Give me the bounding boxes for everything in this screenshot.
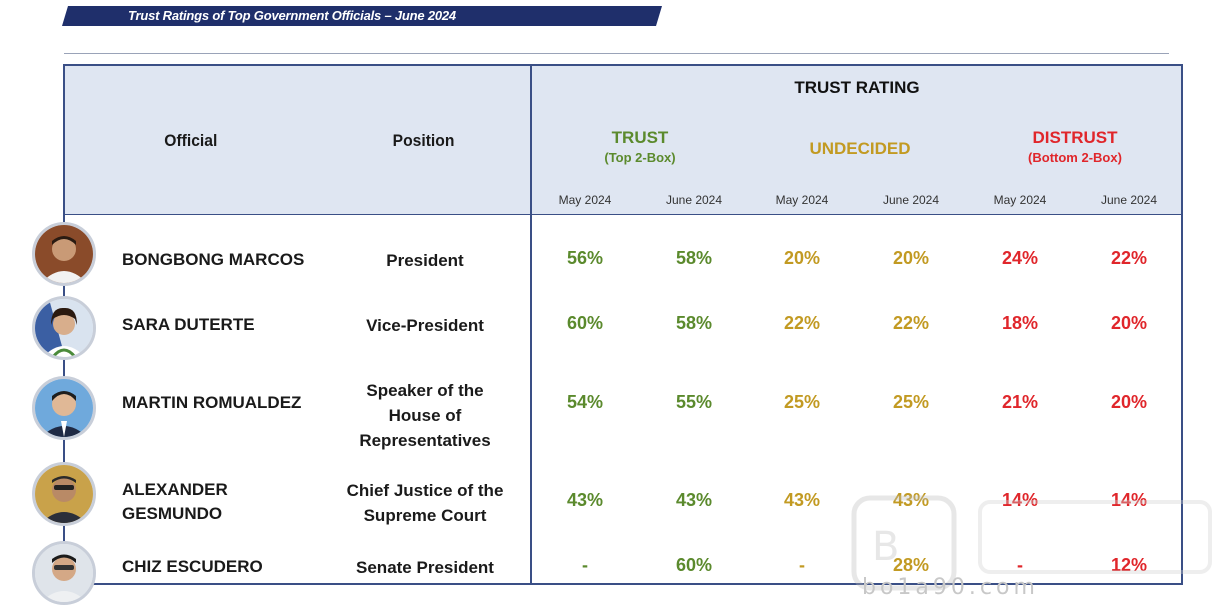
position-line: Representatives xyxy=(359,431,491,450)
distrust-may-value: - xyxy=(1017,555,1023,575)
undecided-june-value: 28% xyxy=(892,555,930,575)
position-line: House of xyxy=(388,406,462,425)
trust-june-value: 58% xyxy=(675,248,713,268)
month-header: May 2024 xyxy=(775,193,829,207)
month-header: May 2024 xyxy=(993,193,1047,207)
undecided-may-value: 43% xyxy=(783,490,821,510)
distrust-may-value: 21% xyxy=(1001,392,1039,412)
official-name: SARA DUTERTE xyxy=(122,315,255,334)
official-position: Vice-President xyxy=(366,316,484,335)
undecided-june-value: 20% xyxy=(892,248,930,268)
trust-group-header: TRUST (Top 2-Box) xyxy=(580,128,700,165)
trust-may-value: 60% xyxy=(566,313,604,333)
position-line: Supreme Court xyxy=(363,506,487,525)
undecided-may-value: 20% xyxy=(783,248,821,268)
header-right-bg xyxy=(532,66,1182,214)
avatar-gesmundo xyxy=(32,462,96,526)
avatar-escudero xyxy=(32,541,96,605)
column-divider xyxy=(530,64,532,585)
official-position: Speaker of the House of Representatives xyxy=(330,378,520,453)
undecided-label: UNDECIDED xyxy=(809,139,911,158)
distrust-sub-label: (Bottom 2-Box) xyxy=(1028,150,1122,165)
month-header: June 2024 xyxy=(882,193,940,207)
trust-rating-header: TRUST RATING xyxy=(794,78,920,97)
distrust-group-header: DISTRUST (Bottom 2-Box) xyxy=(1005,128,1145,165)
header-left-bg xyxy=(65,66,530,214)
avatar-marcos xyxy=(32,222,96,286)
name-line: ALEXANDER xyxy=(122,480,228,499)
trust-may-value: 56% xyxy=(566,248,604,268)
official-name: BONGBONG MARCOS xyxy=(122,250,305,269)
month-header: June 2024 xyxy=(1100,193,1158,207)
trust-may-value: 43% xyxy=(566,490,604,510)
month-header: May 2024 xyxy=(558,193,612,207)
trust-june-value: 43% xyxy=(675,490,713,510)
distrust-june-value: 14% xyxy=(1110,490,1148,510)
name-line: GESMUNDO xyxy=(122,504,223,523)
distrust-june-value: 20% xyxy=(1110,313,1148,333)
distrust-may-value: 24% xyxy=(1001,248,1039,268)
undecided-may-value: 25% xyxy=(783,392,821,412)
undecided-june-value: 22% xyxy=(892,313,930,333)
trust-june-value: 60% xyxy=(675,555,713,575)
avatar-duterte xyxy=(32,296,96,360)
trust-sub-label: (Top 2-Box) xyxy=(604,150,676,165)
avatar-romualdez xyxy=(32,376,96,440)
divider-rule xyxy=(64,53,1169,54)
official-name: CHIZ ESCUDERO xyxy=(122,557,263,576)
position-line: Speaker of the xyxy=(366,381,484,400)
watermark-text: bo1a90.com xyxy=(862,575,1039,600)
position-line: Chief Justice of the xyxy=(346,481,504,500)
official-name: MARTIN ROMUALDEZ xyxy=(122,393,302,412)
undecided-june-value: 25% xyxy=(892,392,930,412)
distrust-june-value: 12% xyxy=(1110,555,1148,575)
title-banner: Trust Ratings of Top Government Official… xyxy=(62,6,662,26)
distrust-june-value: 22% xyxy=(1110,248,1148,268)
official-header: Official xyxy=(164,131,218,150)
trust-june-value: 58% xyxy=(675,313,713,333)
undecided-group-header: UNDECIDED xyxy=(790,139,930,159)
official-position: President xyxy=(386,251,464,270)
distrust-label: DISTRUST xyxy=(1032,128,1118,147)
undecided-may-value: 22% xyxy=(783,313,821,333)
undecided-may-value: - xyxy=(799,555,805,575)
distrust-may-value: 18% xyxy=(1001,313,1039,333)
trust-label: TRUST xyxy=(611,128,669,147)
trust-june-value: 55% xyxy=(675,392,713,412)
undecided-june-value: 43% xyxy=(892,490,930,510)
distrust-june-value: 20% xyxy=(1110,392,1148,412)
position-header: Position xyxy=(392,131,455,150)
header-divider xyxy=(65,214,1182,215)
official-position: Senate President xyxy=(356,558,494,577)
page-title: Trust Ratings of Top Government Official… xyxy=(128,8,456,23)
month-header: June 2024 xyxy=(665,193,723,207)
official-name: ALEXANDER GESMUNDO xyxy=(122,478,228,526)
trust-may-value: 54% xyxy=(566,392,604,412)
distrust-may-value: 14% xyxy=(1001,490,1039,510)
official-position: Chief Justice of the Supreme Court xyxy=(330,478,520,528)
trust-may-value: - xyxy=(582,555,588,575)
